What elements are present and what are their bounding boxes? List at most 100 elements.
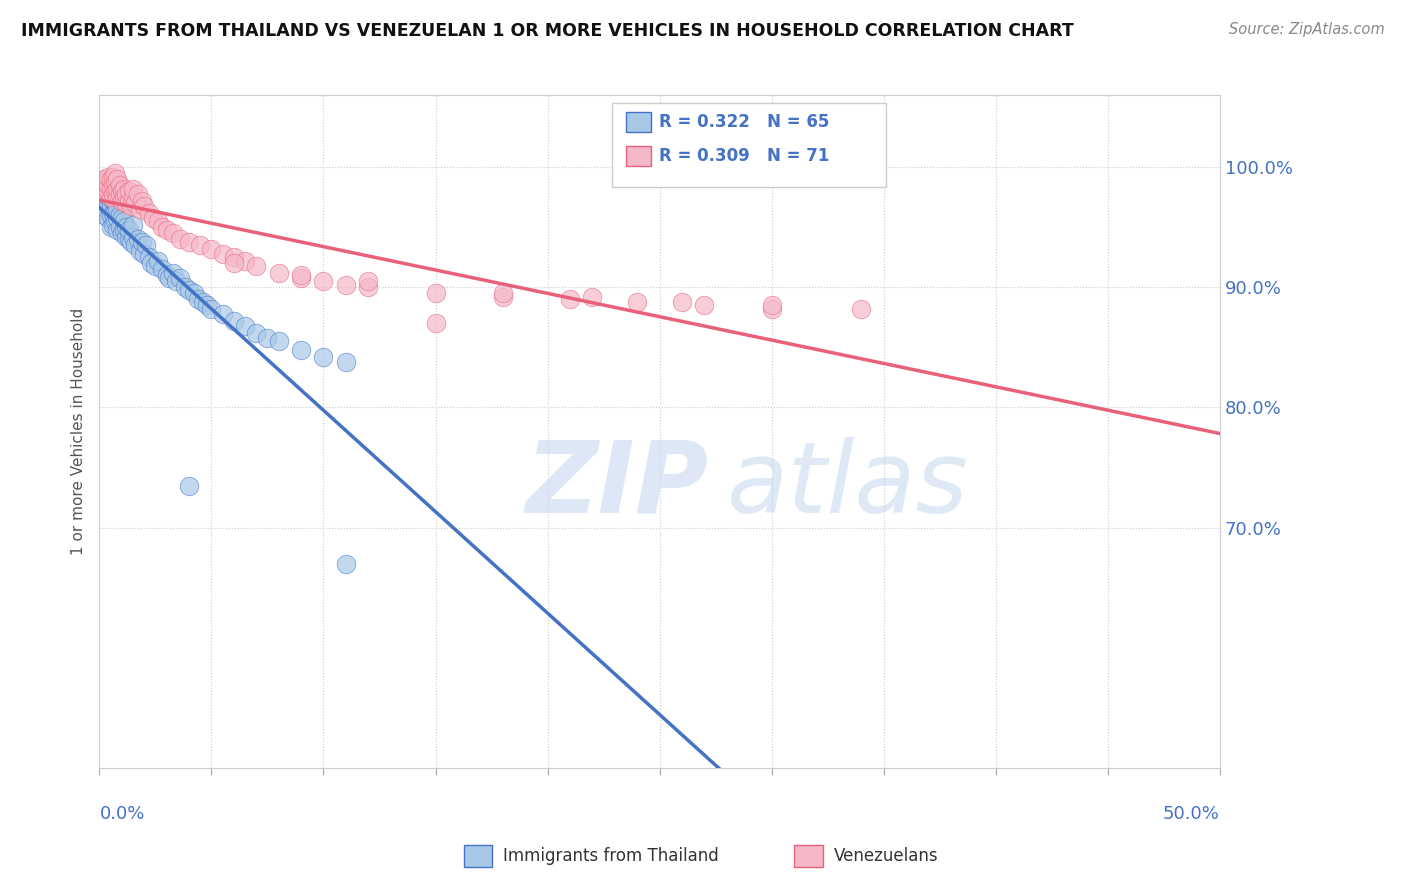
Point (693, 298, 716, 312)
Point (312, 274, 335, 288)
Point (101, 169, 124, 184)
Point (112, 214, 135, 228)
Point (558, 293, 581, 307)
Point (150, 262, 173, 277)
Point (100, 182, 122, 196)
Point (120, 235, 142, 249)
Point (104, 166, 127, 180)
Point (111, 227, 134, 241)
Point (195, 298, 218, 312)
Point (108, 220, 131, 235)
Point (671, 294, 693, 309)
Point (104, 195, 127, 210)
Point (492, 290, 515, 304)
Point (761, 298, 783, 312)
Point (115, 230, 138, 244)
Point (115, 196, 138, 211)
Text: 0.0%: 0.0% (100, 805, 145, 822)
Point (124, 196, 146, 211)
Point (101, 206, 124, 220)
Point (100, 208, 122, 222)
Point (135, 238, 157, 252)
Point (97, 185, 120, 199)
Text: IMMIGRANTS FROM THAILAND VS VENEZUELAN 1 OR MORE VEHICLES IN HOUSEHOLD CORRELATI: IMMIGRANTS FROM THAILAND VS VENEZUELAN 1… (21, 22, 1074, 40)
Point (96, 196, 118, 211)
Point (851, 301, 873, 316)
Point (105, 223, 128, 237)
Point (127, 186, 149, 201)
Point (169, 270, 191, 285)
Point (492, 286, 515, 301)
Point (142, 211, 165, 225)
Point (128, 244, 150, 259)
Point (145, 259, 167, 273)
Point (97, 178, 120, 193)
Point (117, 194, 139, 208)
Point (139, 256, 162, 270)
Point (312, 350, 335, 364)
Point (191, 294, 214, 309)
Point (96, 202, 118, 217)
Text: Immigrants from Thailand: Immigrants from Thailand (503, 847, 718, 865)
Point (97, 169, 120, 184)
Point (581, 290, 603, 304)
Point (173, 280, 195, 294)
Text: ZIP: ZIP (526, 437, 709, 533)
Point (117, 223, 139, 237)
Point (357, 280, 380, 294)
Y-axis label: 1 or more Vehicles in Household: 1 or more Vehicles in Household (72, 308, 86, 555)
Point (117, 185, 139, 199)
Point (761, 301, 783, 316)
Point (101, 178, 124, 193)
Point (138, 206, 160, 220)
Point (425, 286, 447, 301)
Text: 50.0%: 50.0% (1163, 805, 1220, 822)
Point (97, 190, 120, 204)
Point (122, 190, 145, 204)
Point (165, 274, 187, 288)
Point (96, 175, 118, 189)
Point (157, 270, 180, 285)
Point (267, 266, 290, 280)
Point (104, 204, 127, 219)
Point (108, 178, 131, 193)
Point (105, 190, 128, 204)
Point (112, 190, 135, 204)
Text: R = 0.322   N = 65: R = 0.322 N = 65 (659, 113, 830, 131)
Point (134, 199, 156, 213)
Point (357, 274, 380, 288)
Point (111, 185, 134, 199)
Point (222, 314, 245, 328)
Point (150, 220, 173, 235)
Point (156, 268, 179, 283)
Point (138, 251, 160, 265)
Point (267, 334, 290, 349)
Point (290, 270, 312, 285)
Point (245, 326, 267, 340)
Point (177, 235, 200, 249)
Point (124, 238, 146, 252)
Text: Source: ZipAtlas.com: Source: ZipAtlas.com (1229, 22, 1385, 37)
Point (104, 214, 127, 228)
Point (115, 186, 138, 201)
Point (101, 194, 124, 208)
Point (108, 186, 131, 201)
Point (93, 178, 115, 193)
Text: Venezuelans: Venezuelans (834, 847, 938, 865)
Point (245, 259, 267, 273)
Point (112, 223, 135, 237)
Point (127, 232, 149, 246)
Point (108, 208, 131, 222)
Point (100, 199, 122, 213)
Point (200, 242, 222, 256)
Point (111, 211, 134, 225)
Point (100, 220, 122, 235)
Point (162, 266, 184, 280)
Point (211, 307, 233, 321)
Point (112, 182, 135, 196)
Point (97, 211, 120, 225)
Point (111, 194, 134, 208)
Point (222, 256, 245, 270)
Point (200, 301, 222, 316)
Point (96, 186, 118, 201)
